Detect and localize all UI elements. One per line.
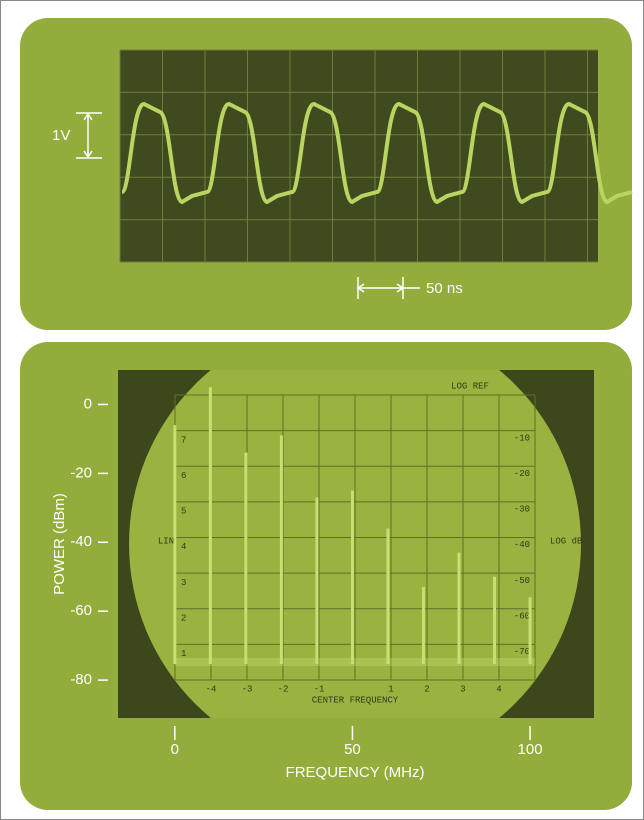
- screen-label: 6: [181, 471, 186, 481]
- screen-label: 3: [181, 578, 186, 588]
- screen-label: -60: [514, 611, 530, 621]
- screen-label: -30: [514, 505, 530, 515]
- screen-label: 4: [181, 542, 186, 552]
- x-tick-label: 100: [518, 741, 543, 758]
- spectral-line: [493, 576, 497, 664]
- screen-label: LOG REF: [451, 381, 489, 391]
- screen-label: CENTER FREQUENCY: [312, 695, 399, 705]
- spectral-line: [208, 387, 212, 664]
- screen-label: -2: [278, 684, 289, 694]
- x-tick-label: 0: [171, 741, 179, 758]
- screen-label: -40: [514, 540, 530, 550]
- spectral-line: [244, 452, 248, 664]
- screen-label: -10: [514, 433, 530, 443]
- waveform: [120, 101, 633, 205]
- time-label: 50 ns: [426, 280, 463, 297]
- y-tick-label: -20: [70, 464, 92, 481]
- spectral-line: [421, 587, 425, 664]
- scope-screen: [120, 50, 598, 262]
- screen-label: 4: [496, 684, 501, 694]
- screen-label: -3: [242, 684, 253, 694]
- screen-label: -1: [314, 684, 325, 694]
- screen-label: -70: [514, 647, 530, 657]
- screen-label: 2: [424, 684, 429, 694]
- volt-label: 1V: [52, 127, 70, 144]
- time-marker: [356, 277, 420, 299]
- spectral-line: [528, 597, 532, 664]
- scope-grid: [119, 49, 598, 263]
- analyzer-grid: [174, 394, 536, 681]
- screen-label: LIN: [158, 536, 174, 546]
- spectral-line: [386, 528, 390, 664]
- screen-label: 3: [460, 684, 465, 694]
- y-tick-label: -40: [70, 533, 92, 550]
- y-axis-label: POWER (dBm): [51, 493, 68, 595]
- screen-label: 1: [181, 649, 186, 659]
- screen-label: 5: [181, 507, 186, 517]
- screen-label: 1: [388, 684, 393, 694]
- spectral-line: [173, 425, 177, 664]
- screen-label: LOG dB: [550, 536, 583, 546]
- screen-label: 2: [181, 613, 186, 623]
- noise-floor: [175, 658, 535, 666]
- spectral-line: [457, 552, 461, 664]
- x-tick-label: 50: [344, 741, 361, 758]
- spectral-line: [315, 497, 319, 664]
- spectral-line: [350, 490, 354, 664]
- screen-label: -20: [514, 469, 530, 479]
- spectral-line: [279, 435, 283, 664]
- screen-label: -4: [206, 684, 217, 694]
- x-axis-label: FREQUENCY (MHz): [286, 764, 425, 781]
- volt-marker: [76, 112, 102, 159]
- screen-label: 7: [181, 435, 186, 445]
- y-tick-label: -60: [70, 602, 92, 619]
- y-tick-label: 0: [84, 395, 92, 412]
- screen-label: -50: [514, 576, 530, 586]
- y-tick-label: -80: [70, 671, 92, 688]
